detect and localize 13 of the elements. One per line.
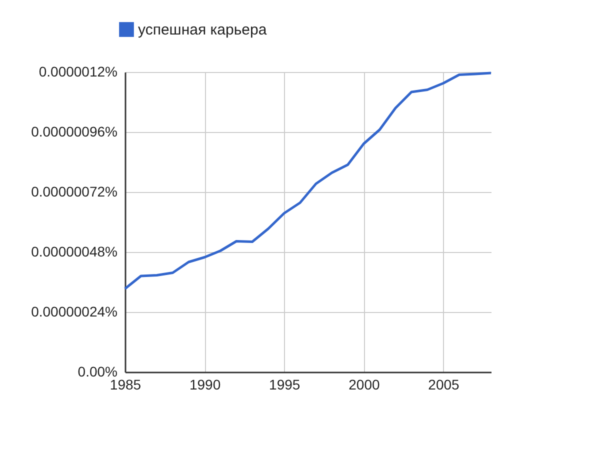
y-tick-label: 0.00000096% [31,124,118,140]
legend-label: успешная карьера [138,22,268,38]
x-tick-label: 2005 [428,376,460,392]
x-tick-label: 2000 [348,376,380,392]
x-tick-label: 1990 [189,376,221,392]
line-series [124,72,492,290]
y-tick-label: 0.0000012% [38,64,118,80]
y-tick-label: 0.00000024% [31,304,118,320]
y-tick-label: 0.00000048% [31,244,118,260]
x-tick-label: 1985 [110,376,142,392]
y-tick-label: 0.00000072% [31,184,118,200]
x-tick-label: 1995 [269,376,300,392]
y-tick-label: 0.00% [78,364,118,380]
